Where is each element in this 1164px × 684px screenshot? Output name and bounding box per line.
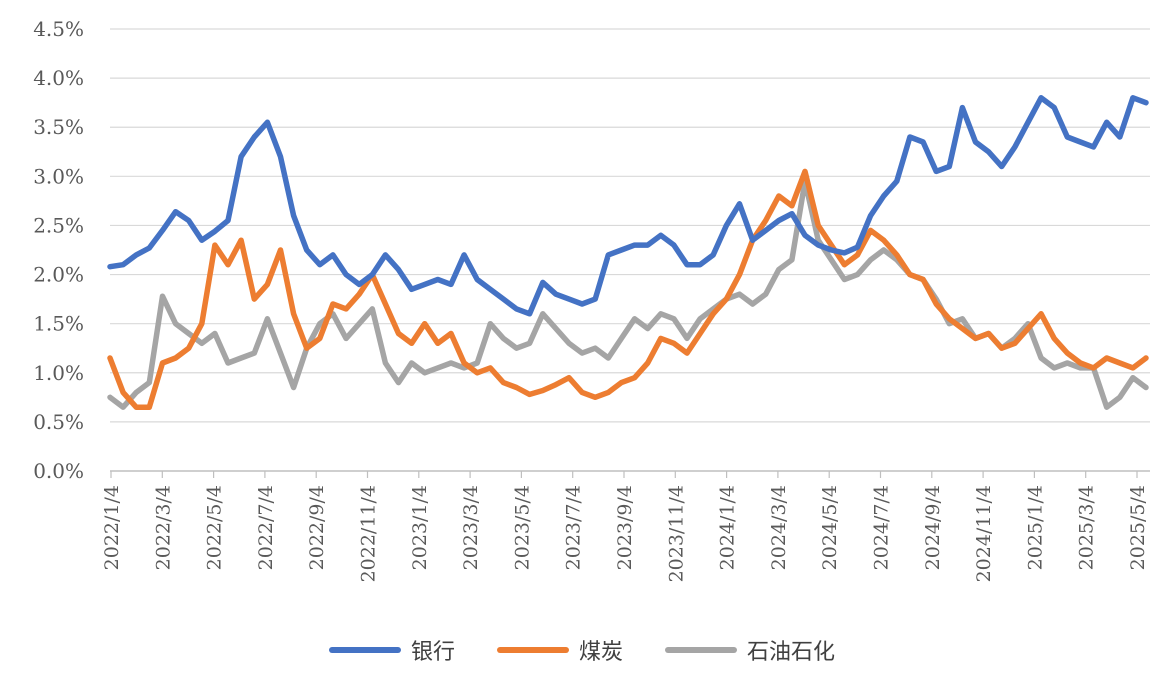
y-tick-label: 0.5% (33, 410, 84, 434)
x-tick-label: 2022/7/4 (255, 485, 277, 570)
y-tick-label: 0.0% (33, 459, 84, 483)
x-tick-label: 2022/11/4 (358, 485, 380, 582)
legend-label-bank: 银行 (410, 640, 455, 665)
legend-item-petrochem: 石油石化 (665, 634, 835, 666)
y-tick-label: 1.5% (33, 312, 84, 336)
legend-label-coal: 煤炭 (578, 640, 623, 665)
legend-swatch-petrochem (665, 647, 737, 653)
x-tick-label: 2024/5/4 (819, 485, 841, 570)
legend-swatch-coal (496, 647, 569, 653)
x-tick-label: 2025/1/4 (1024, 485, 1046, 570)
x-tick-label: 2024/3/4 (768, 485, 790, 570)
legend-item-coal: 煤炭 (496, 634, 623, 666)
x-tick-label: 2022/3/4 (152, 485, 174, 570)
y-tick-label: 4.0% (33, 66, 84, 90)
x-tick-label: 2022/1/4 (101, 485, 123, 570)
x-tick-label: 2025/5/4 (1127, 485, 1149, 570)
x-tick-label: 2023/7/4 (563, 485, 585, 570)
x-tick-label: 2024/7/4 (871, 485, 893, 570)
line-chart: 0.0% 0.5% 1.0% 1.5% 2.0% 2.5% 3.0% 3.5% 4.0% 4.5%… (33, 17, 1150, 582)
y-tick-label: 2.5% (33, 213, 84, 237)
x-tick-label: 2022/5/4 (204, 485, 226, 570)
x-tick-label: 2024/11/4 (973, 485, 995, 582)
series-line-coal (107, 168, 1149, 410)
x-tick-label: 2023/1/4 (409, 485, 431, 570)
legend: 银行 煤炭 石油石化 (0, 634, 1164, 666)
legend-swatch-bank (328, 647, 401, 653)
x-tick-label: 2023/9/4 (614, 485, 636, 570)
x-tick-label: 2024/9/4 (922, 485, 944, 570)
x-tick-label: 2023/3/4 (460, 485, 482, 570)
y-tick-label: 3.5% (33, 115, 84, 139)
legend-item-bank: 银行 (328, 634, 455, 666)
x-tick-label: 2024/1/4 (717, 485, 739, 570)
legend-label-petrochem: 石油石化 (747, 640, 836, 665)
x-tick-label: 2023/11/4 (665, 485, 687, 582)
x-tick-label: 2023/5/4 (511, 485, 533, 570)
y-tick-label: 4.5% (33, 17, 84, 41)
x-tick-label: 2025/3/4 (1076, 485, 1098, 570)
x-tick-label: 2022/9/4 (306, 485, 328, 570)
series-line-bank (107, 95, 1149, 317)
y-tick-label: 3.0% (33, 164, 84, 188)
y-tick-label: 1.0% (33, 361, 84, 385)
y-tick-label: 2.0% (33, 263, 84, 287)
